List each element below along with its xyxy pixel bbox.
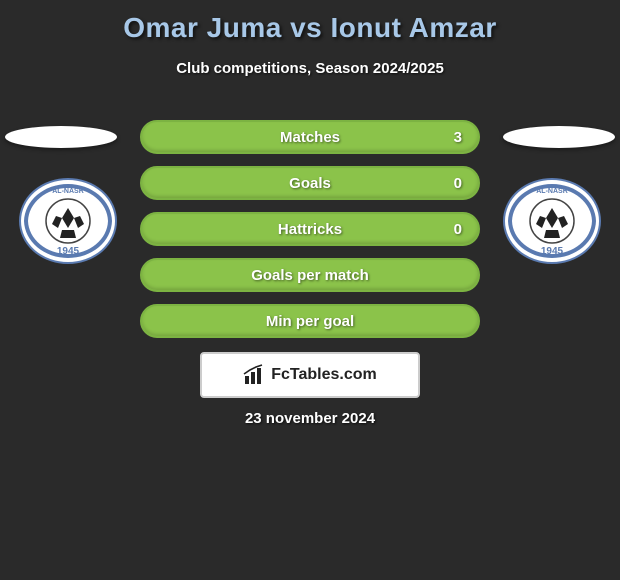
player-silhouette-left <box>5 126 117 148</box>
club-badge-left: 1945 AL-NASR <box>18 178 118 264</box>
club-logo-icon: 1945 AL-NASR <box>18 178 118 264</box>
stat-row-matches: Matches 3 <box>140 120 480 154</box>
svg-text:1945: 1945 <box>57 246 80 257</box>
stat-value-right: 0 <box>454 221 462 238</box>
stat-value-right: 3 <box>454 129 462 146</box>
bar-chart-icon <box>243 364 265 386</box>
club-badge-right: 1945 AL-NASR <box>502 178 602 264</box>
svg-text:AL-NASR: AL-NASR <box>536 188 568 195</box>
stat-label: Goals per match <box>251 267 369 284</box>
stat-value-right: 0 <box>454 175 462 192</box>
stat-row-min-per-goal: Min per goal <box>140 304 480 338</box>
stat-label: Matches <box>280 129 340 146</box>
brand-label: FcTables.com <box>271 366 377 384</box>
club-logo-icon: 1945 AL-NASR <box>502 178 602 264</box>
page-title: Omar Juma vs Ionut Amzar <box>0 0 620 44</box>
date-label: 23 november 2024 <box>0 410 620 427</box>
stat-label: Goals <box>289 175 331 192</box>
svg-text:AL-NASR: AL-NASR <box>52 188 84 195</box>
stats-container: Matches 3 Goals 0 Hattricks 0 Goals per … <box>140 120 480 350</box>
stat-row-goals-per-match: Goals per match <box>140 258 480 292</box>
stat-label: Min per goal <box>266 313 354 330</box>
stat-row-hattricks: Hattricks 0 <box>140 212 480 246</box>
stat-row-goals: Goals 0 <box>140 166 480 200</box>
brand-box[interactable]: FcTables.com <box>200 352 420 398</box>
player-silhouette-right <box>503 126 615 148</box>
svg-text:1945: 1945 <box>541 246 564 257</box>
stat-label: Hattricks <box>278 221 342 238</box>
subtitle: Club competitions, Season 2024/2025 <box>0 60 620 77</box>
